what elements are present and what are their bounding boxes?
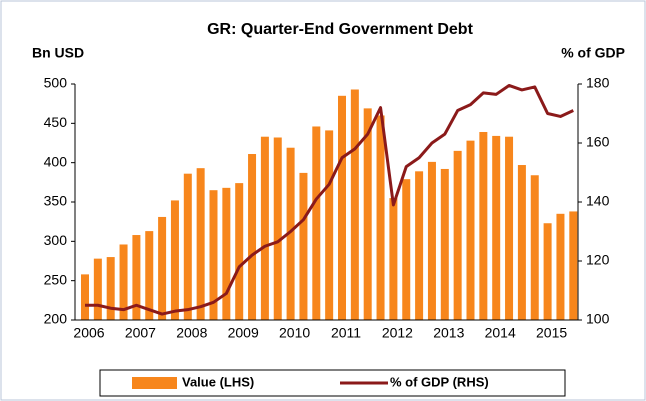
bar — [569, 211, 578, 320]
x-tick-label: 2013 — [433, 325, 464, 341]
bar — [132, 235, 141, 320]
bar — [350, 89, 359, 320]
bar — [556, 213, 565, 320]
y-tick-label: 350 — [44, 193, 68, 209]
bar — [106, 257, 115, 320]
bar — [453, 150, 462, 320]
y-tick-label: 300 — [44, 232, 68, 248]
bar — [248, 154, 257, 320]
y2-tick-label: 100 — [586, 311, 610, 327]
bar — [492, 135, 501, 320]
x-tick-label: 2008 — [176, 325, 207, 341]
bar — [415, 171, 424, 320]
bar — [427, 161, 436, 320]
bar — [196, 168, 205, 320]
y-tick-label: 450 — [44, 114, 68, 130]
bar — [222, 187, 231, 320]
bar — [479, 131, 488, 320]
bar — [440, 168, 449, 320]
legend-box — [99, 369, 566, 397]
bar — [299, 172, 308, 320]
x-tick-label: 2007 — [125, 325, 156, 341]
bar — [505, 136, 514, 320]
y2-tick-label: 120 — [586, 252, 610, 268]
bar — [530, 175, 539, 320]
bar — [338, 95, 346, 320]
y-axis-label: Bn USD — [32, 45, 84, 61]
y-tick-label: 500 — [44, 75, 68, 91]
bar — [93, 258, 102, 320]
bar — [273, 137, 282, 320]
bar — [517, 165, 526, 320]
bar — [376, 115, 385, 320]
bar — [119, 244, 128, 320]
bar — [325, 130, 334, 320]
bar — [170, 200, 179, 320]
y2-tick-label: 180 — [586, 75, 610, 91]
line — [85, 83, 574, 316]
bar — [81, 274, 89, 320]
bar — [466, 140, 475, 320]
legend-label: Value (LHS) — [182, 374, 254, 389]
bar — [363, 108, 372, 321]
bar — [389, 198, 398, 320]
y-tick-label: 400 — [44, 153, 68, 169]
y-tick-label: 200 — [44, 311, 68, 327]
x-tick-label: 2012 — [382, 325, 413, 341]
bar — [183, 173, 192, 320]
bar — [402, 179, 411, 320]
x-tick-label: 2011 — [331, 325, 361, 341]
bar — [260, 136, 269, 320]
x-tick-label: 2009 — [228, 325, 259, 341]
bar — [145, 231, 154, 320]
chart-title: GR: Quarter-End Government Debt — [207, 21, 473, 38]
legend-label: % of GDP (RHS) — [390, 374, 489, 389]
y2-tick-label: 160 — [586, 134, 610, 150]
bar — [286, 147, 295, 320]
bar — [158, 216, 167, 320]
bar — [543, 223, 552, 320]
legend-swatch — [132, 377, 177, 389]
x-tick-label: 2010 — [279, 325, 310, 341]
x-tick-label: 2014 — [485, 325, 516, 341]
bar — [235, 183, 244, 320]
x-tick-label: 2015 — [536, 325, 567, 341]
y2-axis-label: % of GDP — [561, 45, 625, 61]
y-tick-label: 250 — [44, 271, 68, 287]
bar — [312, 126, 321, 320]
x-tick-label: 2006 — [73, 325, 104, 341]
bar — [209, 190, 218, 320]
y2-tick-label: 140 — [586, 193, 610, 209]
